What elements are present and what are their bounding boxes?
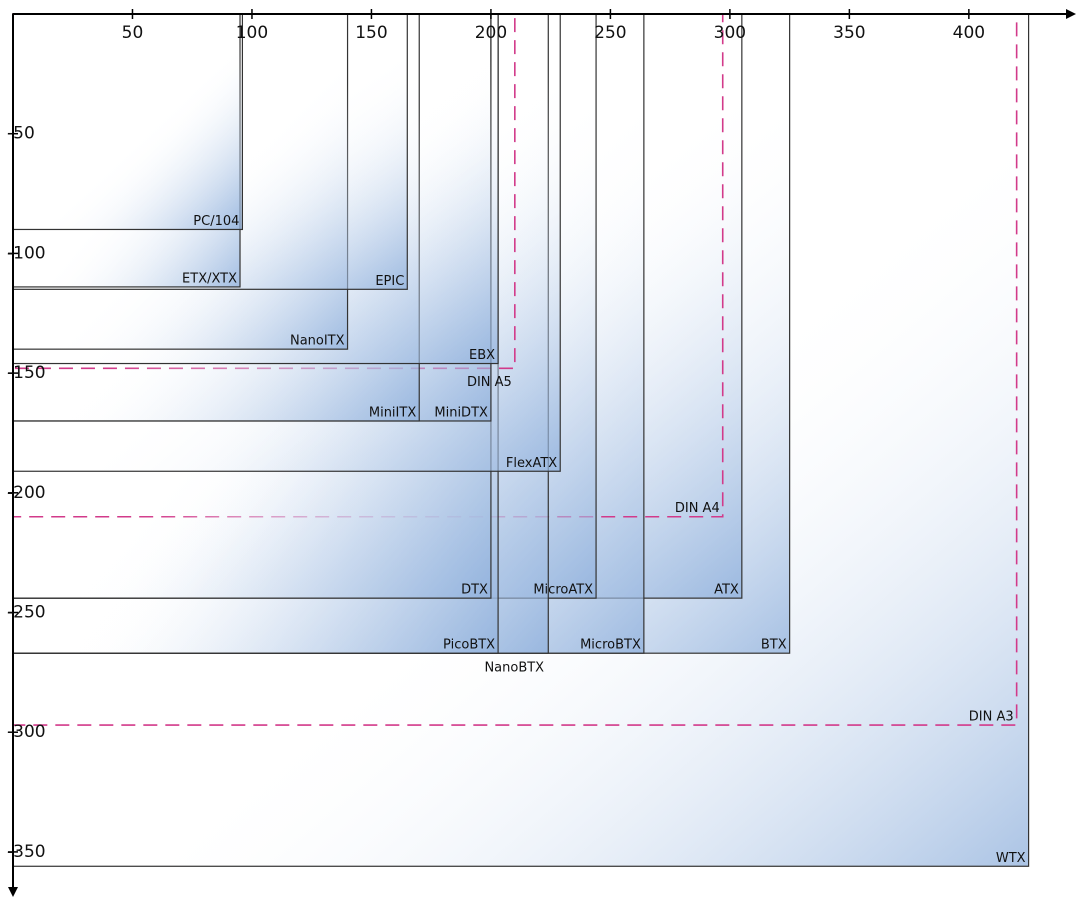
y-tick-label: -100 [7,243,46,263]
x-tick-label: 100 [236,23,268,43]
paper-label: DIN A4 [675,501,720,516]
board-label: ATX [714,583,739,598]
board-outline [12,13,244,231]
board-label: DTX [461,583,488,598]
board-label: MiniDTX [434,405,488,420]
paper-label: DIN A3 [969,710,1014,725]
paper-label: DIN A5 [467,375,512,390]
x-tick-label: 350 [833,23,865,43]
x-tick-label: 300 [714,23,746,43]
y-tick-label: -250 [7,603,46,623]
y-tick-label: -200 [7,483,46,503]
y-tick-label: -150 [7,363,46,383]
x-tick-label: 200 [475,23,507,43]
axes: 50 100 150 200 250 300 350 400 -50 -100 -150 -200 -2… [7,9,1076,897]
board-label: NanoBTX [484,661,544,676]
board-label: NanoITX [290,334,345,349]
boards: WTX DIN A3 BTX ATX MicroBTX DIN A4 MicroATX Nan… [12,13,1030,867]
x-tick-label: 150 [355,23,387,43]
board-label: FlexATX [506,456,557,471]
x-tick-label: 400 [953,23,985,43]
board-label: MicroATX [533,583,593,598]
board-label: EPIC [375,274,404,289]
board-label: MicroBTX [580,638,641,653]
board-label: WTX [996,851,1026,866]
y-tick-label: -300 [7,722,46,742]
board-label: PicoBTX [443,638,495,653]
board-label: MiniITX [369,405,416,420]
x-tick-label: 50 [122,23,144,43]
board-label: ETX/XTX [182,271,237,286]
board-label: BTX [761,638,787,653]
board-label: EBX [469,348,495,363]
board-label: PC/104 [193,214,239,229]
x-tick-label: 250 [594,23,626,43]
y-tick-label: -350 [7,842,46,862]
y-tick-label: -50 [7,124,35,144]
